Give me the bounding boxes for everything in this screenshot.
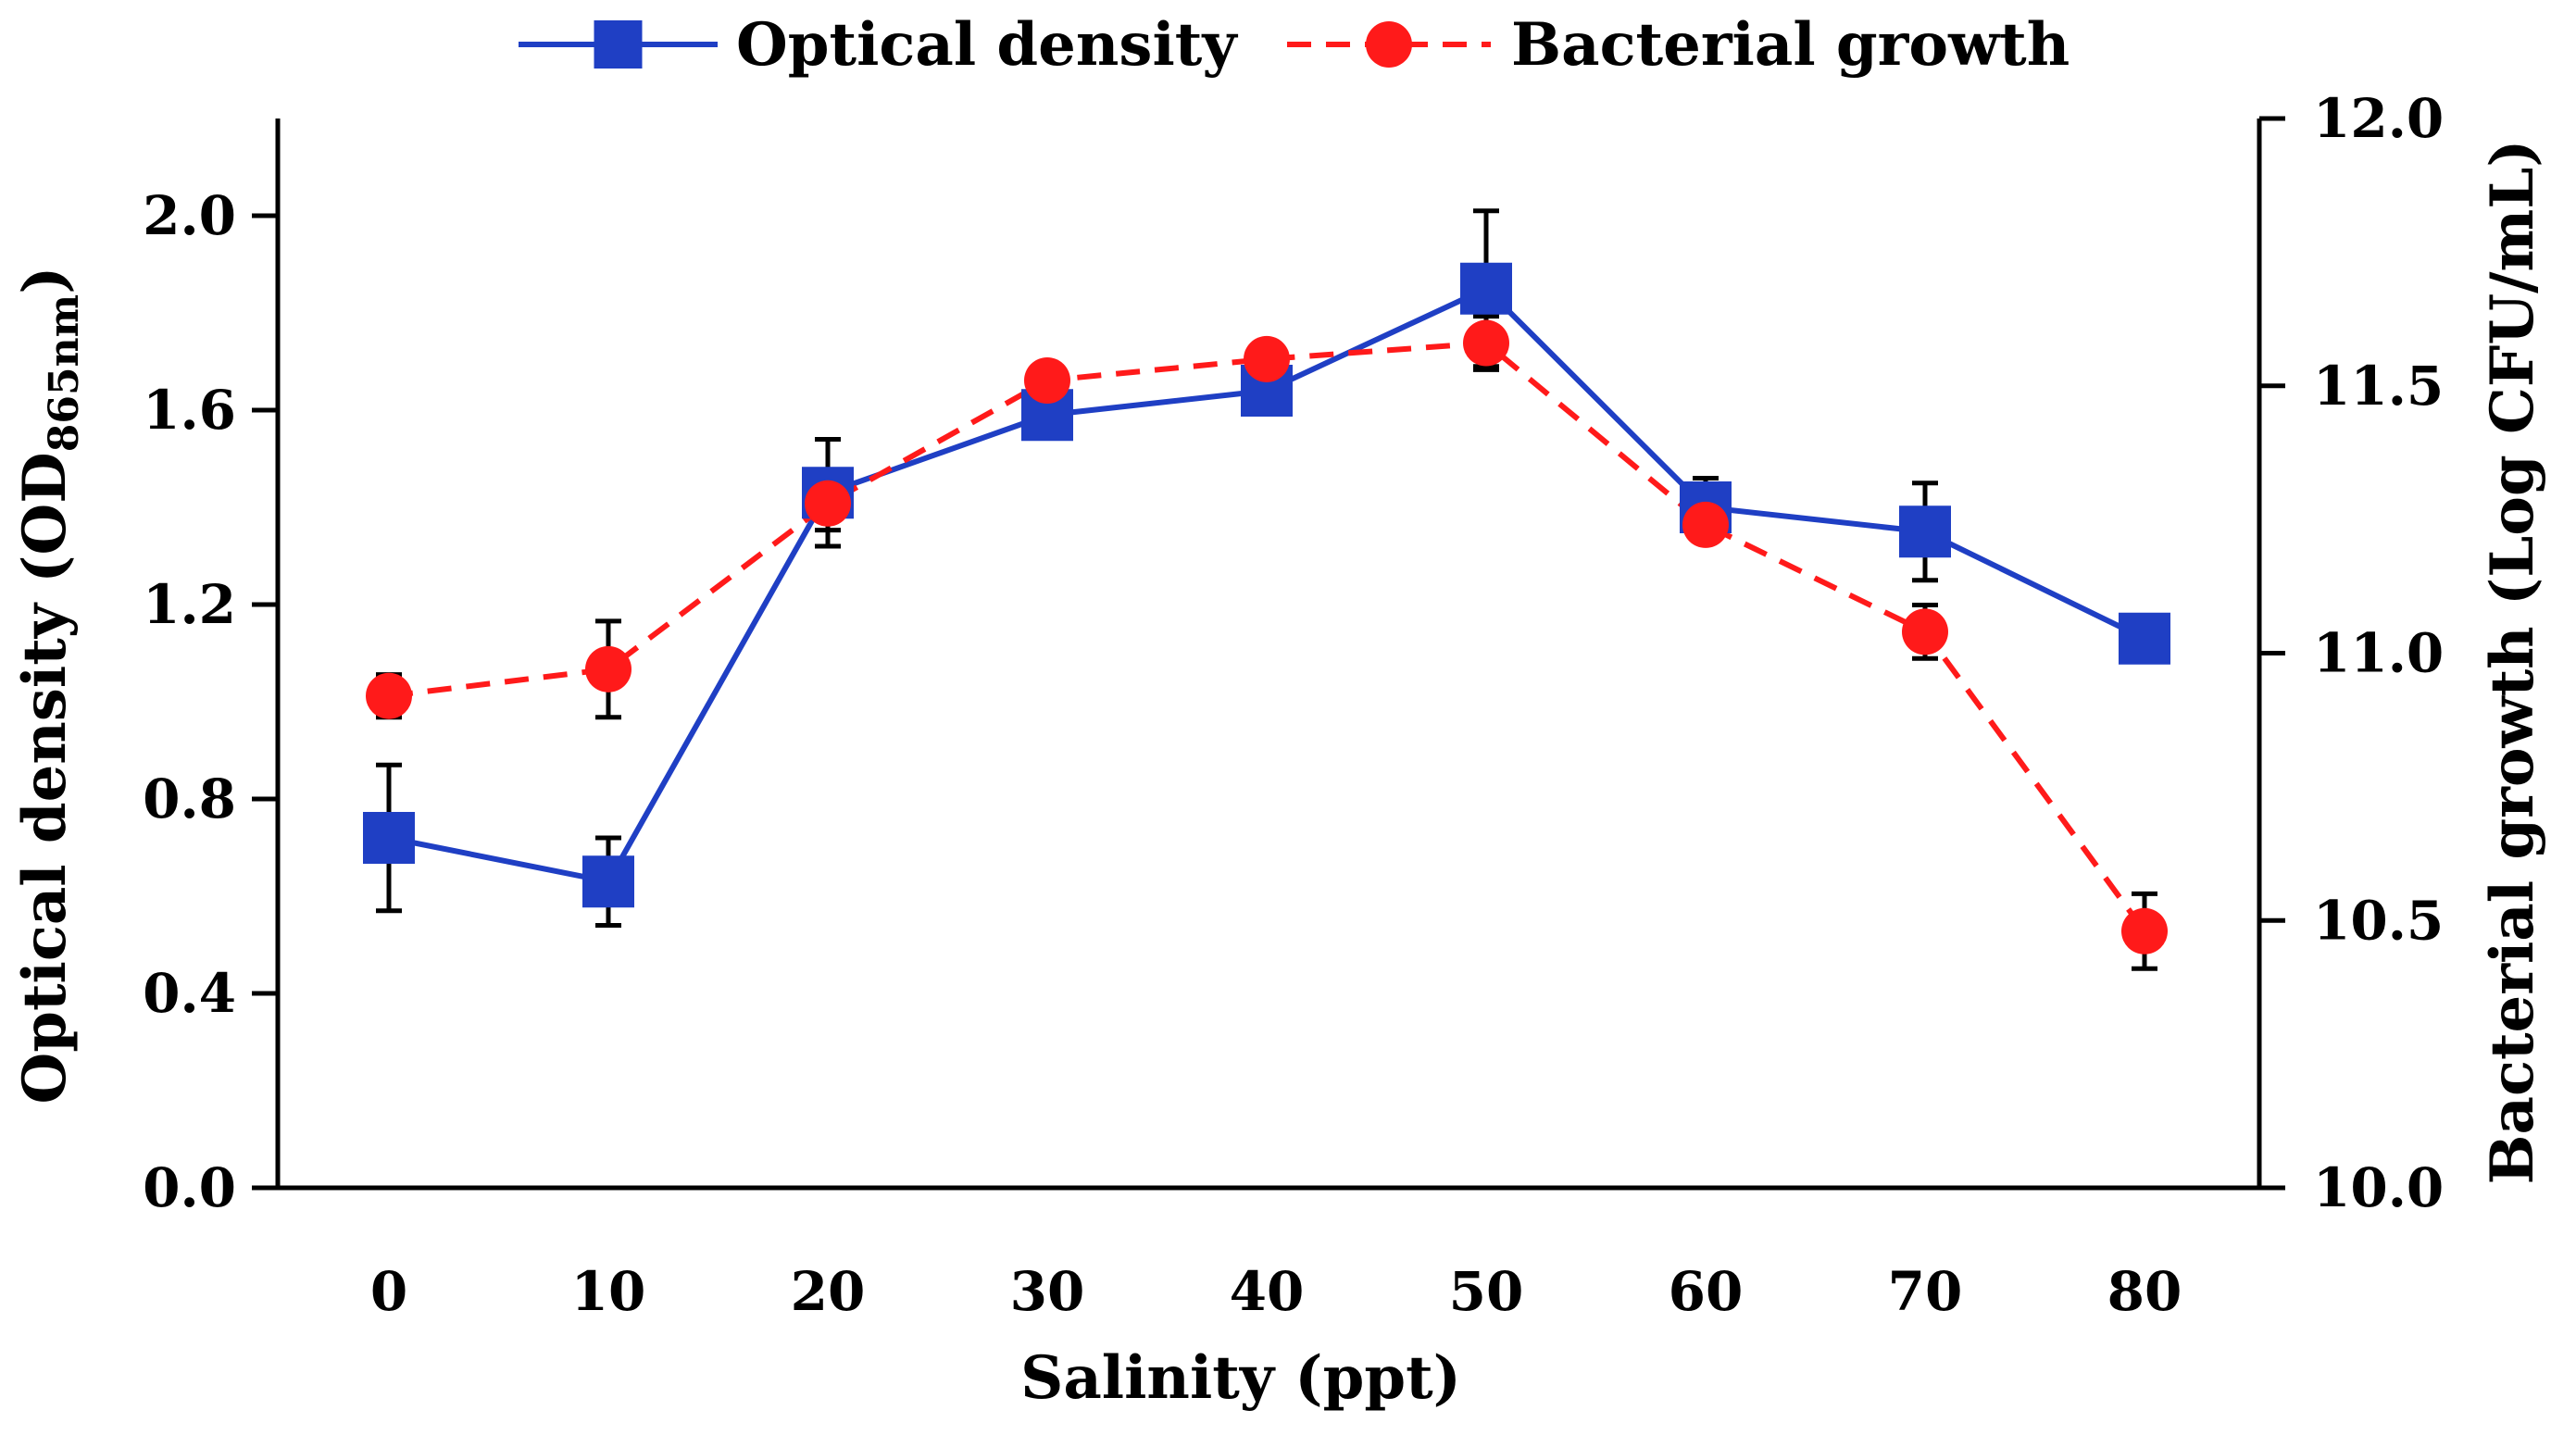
x-tick-label: 0 (370, 1260, 407, 1323)
legend-optical-density-label: Optical density (736, 10, 1238, 80)
y-left-tick-label: 1.6 (143, 379, 236, 442)
y-axis-left-title-main: Optical density (OD (10, 452, 80, 1104)
bacterial-growth-point (805, 480, 851, 527)
optical-density-point (1899, 505, 1951, 558)
x-tick-label: 20 (791, 1260, 866, 1323)
y-left-tick-label: 0.0 (143, 1156, 236, 1219)
bacterial-growth-point (366, 672, 412, 719)
optical-density-point (2119, 612, 2170, 665)
optical-density-point (363, 812, 415, 864)
y-right-tick-label: 12.0 (2313, 87, 2444, 150)
tick-labels-group: 0.0 0.4 0.8 1.2 1.6 2.0 10.0 10.5 11.0 11.5 12.0 0 1… (143, 87, 2444, 1323)
y-axis-left-title: Optical density (OD865nm) (10, 267, 88, 1104)
x-tick-label: 70 (1888, 1260, 1963, 1323)
x-axis-title: Salinity (ppt) (1020, 1343, 1461, 1413)
y-right-tick-label: 11.0 (2313, 622, 2444, 685)
y-left-tick-label: 0.8 (143, 767, 236, 830)
bacterial-growth-point (1463, 319, 1509, 367)
y-axis-left-title-subscript: 865nm (41, 294, 88, 452)
y-right-tick-label: 11.5 (2313, 355, 2444, 418)
legend-bacterial-growth-marker (1366, 21, 1412, 68)
x-tick-label: 50 (1449, 1260, 1524, 1323)
series-markers-group (363, 262, 2170, 955)
bacterial-growth-point (2121, 907, 2168, 955)
y-left-tick-label: 0.4 (143, 962, 236, 1025)
legend-bacterial-growth-label: Bacterial growth (1511, 10, 2070, 80)
y-right-tick-label: 10.0 (2313, 1156, 2444, 1219)
axes-group (252, 116, 2285, 1191)
bacterial-growth-series-line (388, 340, 2147, 933)
bacterial-growth-point (1244, 335, 1290, 382)
y-left-tick-label: 1.2 (143, 573, 236, 636)
y-axis-right-title: Bacterial growth (Log CFU/mL) (2478, 139, 2547, 1184)
y-left-tick-label: 2.0 (143, 184, 236, 247)
x-tick-label: 60 (1669, 1260, 1744, 1323)
x-tick-label: 30 (1010, 1260, 1085, 1323)
bacterial-growth-point (1902, 608, 1948, 655)
axis-titles-group: Salinity (ppt) Optical density (OD865nm)… (10, 139, 2547, 1413)
bacterial-growth-point (1024, 356, 1070, 404)
x-tick-label: 80 (2107, 1260, 2182, 1323)
y-right-tick-label: 10.5 (2313, 889, 2444, 952)
x-tick-label: 40 (1230, 1260, 1305, 1323)
x-tick-label: 10 (571, 1260, 646, 1323)
bacterial-growth-point (1682, 501, 1729, 548)
optical-density-point (1460, 262, 1512, 315)
legend-optical-density-marker (594, 20, 643, 69)
error-bars-group (376, 208, 2157, 971)
bacterial-growth-point (585, 645, 631, 693)
legend: Optical density Bacterial growth (519, 10, 2070, 80)
y-axis-left-title-close: ) (10, 267, 80, 294)
optical-density-point (582, 855, 634, 908)
